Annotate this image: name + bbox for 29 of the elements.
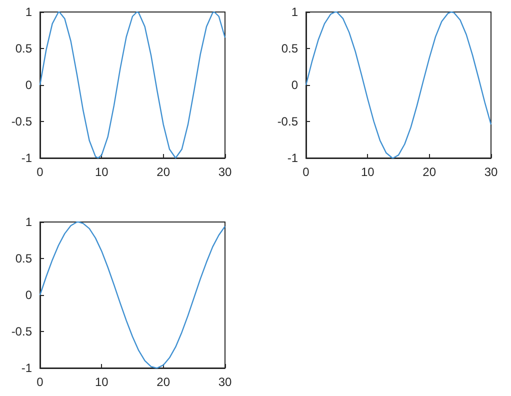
x-tick-label: 30	[218, 165, 232, 179]
x-tick-label: 10	[94, 375, 109, 389]
line-series	[305, 11, 492, 159]
x-tick-label: 10	[360, 165, 375, 179]
y-tick-label: 0.5	[15, 252, 32, 266]
x-tick-label: 20	[422, 165, 436, 179]
y-tick-label: -0.5	[11, 324, 32, 338]
y-tick-label: 0	[25, 78, 32, 92]
y-tick-label: 1	[25, 215, 32, 229]
y-tick-label: 1	[291, 5, 298, 19]
y-tick-label: 0	[25, 288, 32, 302]
y-tick-label: 0.5	[281, 42, 298, 56]
x-tick-label: 10	[94, 165, 109, 179]
x-tick-label: 30	[484, 165, 498, 179]
x-tick-label: 20	[156, 165, 170, 179]
x-tick-label: 20	[156, 375, 170, 389]
y-tick-label: 0	[291, 78, 298, 92]
x-tick-label: 0	[302, 165, 310, 179]
x-tick-label: 30	[218, 375, 232, 389]
y-tick-label: -0.5	[11, 114, 32, 128]
y-tick-label: -1	[21, 361, 32, 375]
x-tick-label: 0	[36, 375, 44, 389]
y-tick-label: -1	[287, 151, 298, 165]
y-tick-label: 0.5	[15, 42, 32, 56]
y-tick-label: 1	[25, 5, 32, 19]
y-tick-label: -0.5	[277, 114, 298, 128]
y-tick-label: -1	[21, 151, 32, 165]
line-series	[39, 221, 226, 369]
x-tick-label: 0	[36, 165, 44, 179]
